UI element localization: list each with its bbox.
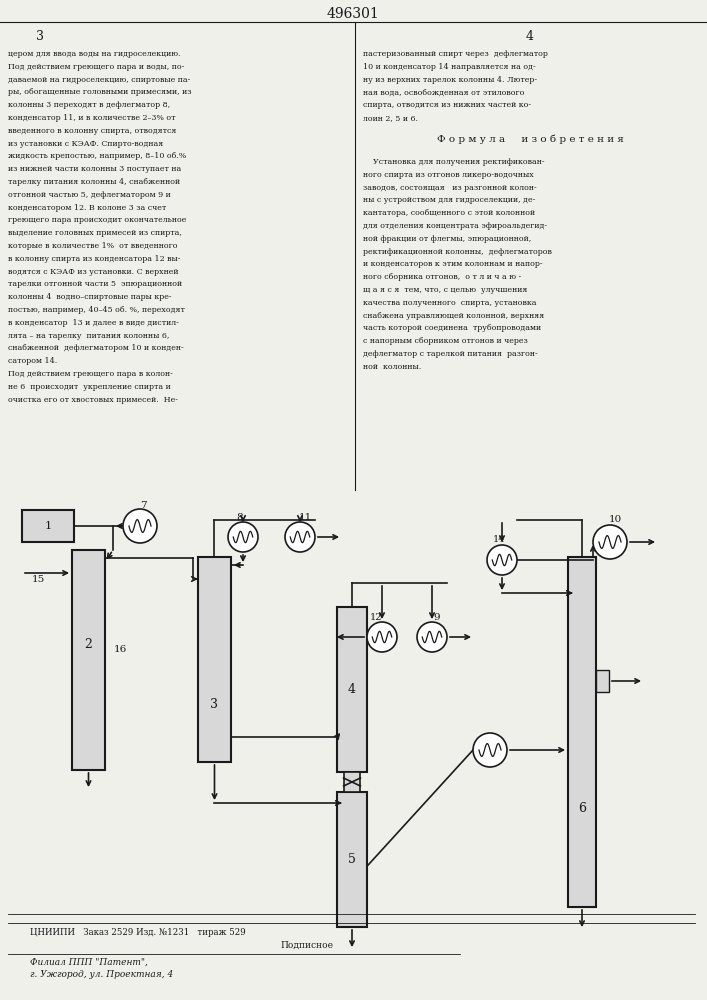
Text: 4: 4 (348, 683, 356, 696)
Text: 12: 12 (370, 613, 382, 622)
Text: 9: 9 (433, 613, 440, 622)
Circle shape (367, 622, 397, 652)
Text: ну из верхних тарелок колонны 4. Лютер-: ну из верхних тарелок колонны 4. Лютер- (363, 76, 537, 84)
Text: 10: 10 (609, 516, 621, 524)
Bar (596, 670, 609, 692)
Text: спирта, отводится из нижних частей ко-: спирта, отводится из нижних частей ко- (363, 101, 531, 109)
Text: даваемой на гидроселекцию, спиртовые па-: даваемой на гидроселекцию, спиртовые па- (8, 76, 190, 84)
Text: 7: 7 (140, 500, 146, 510)
Text: 11: 11 (298, 514, 312, 522)
Text: конденсатор 11, и в количестве 2–3% от: конденсатор 11, и в количестве 2–3% от (8, 114, 175, 122)
Text: кантатора, сообщенного с этой колонной: кантатора, сообщенного с этой колонной (363, 209, 535, 217)
Text: выделение головных примесей из спирта,: выделение головных примесей из спирта, (8, 229, 182, 237)
Text: ны с устройством для гидроселекции, де-: ны с устройством для гидроселекции, де- (363, 196, 535, 204)
Bar (22, 510, 74, 542)
Circle shape (417, 622, 447, 652)
Text: колонны 3 переходят в дефлегматор 8,: колонны 3 переходят в дефлегматор 8, (8, 101, 170, 109)
Text: 3: 3 (493, 754, 499, 762)
Text: колонны 4  водно–спиртовые пары кре-: колонны 4 водно–спиртовые пары кре- (8, 293, 172, 301)
Text: Установка для получения ректификован-: Установка для получения ректификован- (363, 158, 544, 166)
Text: дефлегматор с тарелкой питания  разгон-: дефлегматор с тарелкой питания разгон- (363, 350, 537, 358)
Circle shape (593, 525, 627, 559)
Circle shape (228, 522, 258, 552)
Text: тарелки отгонной части 5  эпюрационной: тарелки отгонной части 5 эпюрационной (8, 280, 182, 288)
Text: лята – на тарелку  питания колонны 6,: лята – на тарелку питания колонны 6, (8, 332, 170, 340)
Bar (72, 550, 105, 770)
Text: из установки с КЭАФ. Спирто-водная: из установки с КЭАФ. Спирто-водная (8, 140, 163, 148)
Text: в конденсатор  13 и далее в виде дистил-: в конденсатор 13 и далее в виде дистил- (8, 319, 179, 327)
Text: 3: 3 (211, 698, 218, 711)
Text: конденсатором 12. В колоне 3 за счет: конденсатором 12. В колоне 3 за счет (8, 204, 166, 212)
Bar (568, 557, 596, 907)
Text: введенного в колонну спирта, отводятся: введенного в колонну спирта, отводятся (8, 127, 176, 135)
Text: щ а я с я  тем, что, с целью  улучшения: щ а я с я тем, что, с целью улучшения (363, 286, 527, 294)
Bar (337, 792, 367, 927)
Text: 16: 16 (114, 646, 127, 654)
Text: качества полученного  спирта, установка: качества полученного спирта, установка (363, 299, 537, 307)
Text: постью, например, 40–45 об. %, переходят: постью, например, 40–45 об. %, переходят (8, 306, 185, 314)
Text: 4: 4 (526, 29, 534, 42)
Text: ЦНИИПИ   Заказ 2529 Изд. №1231   тираж 529: ЦНИИПИ Заказ 2529 Изд. №1231 тираж 529 (30, 928, 246, 937)
Text: 15: 15 (31, 576, 45, 584)
Text: 8: 8 (237, 514, 243, 522)
Bar (337, 607, 367, 772)
Text: ного спирта из отгонов ликеро-водочных: ного спирта из отгонов ликеро-водочных (363, 171, 534, 179)
Text: часть которой соединена  трубопроводами: часть которой соединена трубопроводами (363, 324, 541, 332)
Bar (344, 772, 361, 792)
Text: 5: 5 (348, 853, 356, 866)
Text: для отделения концентрата эфироальдегид-: для отделения концентрата эфироальдегид- (363, 222, 547, 230)
Text: снабженной  дефлегматором 10 и конден-: снабженной дефлегматором 10 и конден- (8, 344, 184, 352)
Text: 6: 6 (578, 802, 586, 816)
Text: ректификационной колонны,  дефлегматоров: ректификационной колонны, дефлегматоров (363, 248, 552, 256)
Text: 496301: 496301 (327, 7, 380, 21)
Text: снабжена управляющей колонной, верхняя: снабжена управляющей колонной, верхняя (363, 312, 544, 320)
Text: лоин 2, 5 и 6.: лоин 2, 5 и 6. (363, 114, 418, 122)
Text: водятся с КЭАФ из установки. С верхней: водятся с КЭАФ из установки. С верхней (8, 268, 178, 276)
Text: с напорным сборником отгонов и через: с напорным сборником отгонов и через (363, 337, 527, 345)
Text: из нижней части колонны 3 поступает на: из нижней части колонны 3 поступает на (8, 165, 181, 173)
Text: Филиал ППП "Патент",: Филиал ППП "Патент", (30, 958, 148, 967)
Text: ного сборника отгонов,  о т л и ч а ю -: ного сборника отгонов, о т л и ч а ю - (363, 273, 521, 281)
Text: г. Ужгород, ул. Проектная, 4: г. Ужгород, ул. Проектная, 4 (30, 970, 173, 979)
Text: ры, обогащенные головными примесями, из: ры, обогащенные головными примесями, из (8, 88, 192, 96)
Text: жидкость крепостью, например, 8–10 об.%: жидкость крепостью, например, 8–10 об.% (8, 152, 186, 160)
Bar (198, 557, 231, 762)
Text: 10 и конденсатор 14 направляется на од-: 10 и конденсатор 14 направляется на од- (363, 63, 536, 71)
Text: ной фракции от флегмы, эпюрационной,: ной фракции от флегмы, эпюрационной, (363, 235, 531, 243)
Text: ной  колонны.: ной колонны. (363, 363, 421, 371)
Text: отгонной частью 5, дефлегматором 9 и: отгонной частью 5, дефлегматором 9 и (8, 191, 171, 199)
Text: цером для ввода воды на гидроселекцию.: цером для ввода воды на гидроселекцию. (8, 50, 180, 58)
Text: Ф о р м у л а     и з о б р е т е н и я: Ф о р м у л а и з о б р е т е н и я (436, 134, 624, 143)
Circle shape (487, 545, 517, 575)
Circle shape (473, 733, 507, 767)
Circle shape (285, 522, 315, 552)
Text: которые в количестве 1%  от введенного: которые в количестве 1% от введенного (8, 242, 177, 250)
Text: очистка его от хвостовых примесей.  Не-: очистка его от хвостовых примесей. Не- (8, 396, 178, 404)
Text: в колонну спирта из конденсатора 12 вы-: в колонну спирта из конденсатора 12 вы- (8, 255, 180, 263)
Text: 3: 3 (36, 29, 44, 42)
Text: заводов, состоящая   из разгонной колон-: заводов, состоящая из разгонной колон- (363, 184, 537, 192)
Text: Подписное: Подписное (280, 941, 333, 950)
Text: 14: 14 (493, 534, 506, 544)
Text: ная вода, освобожденная от этилового: ная вода, освобожденная от этилового (363, 88, 525, 96)
Text: Под действием греющего пара и воды, по-: Под действием греющего пара и воды, по- (8, 63, 185, 71)
Text: греющего пара происходит окончательное: греющего пара происходит окончательное (8, 216, 187, 224)
Circle shape (123, 509, 157, 543)
Text: тарелку питания колонны 4, снабженной: тарелку питания колонны 4, снабженной (8, 178, 180, 186)
Text: 1: 1 (45, 521, 52, 531)
Text: не 6  происходит  укрепление спирта и: не 6 происходит укрепление спирта и (8, 383, 171, 391)
Text: пастеризованный спирт через  дефлегматор: пастеризованный спирт через дефлегматор (363, 50, 548, 58)
Text: и конденсаторов к этим колоннам и напор-: и конденсаторов к этим колоннам и напор- (363, 260, 542, 268)
Text: Под действием греющего пара в колон-: Под действием греющего пара в колон- (8, 370, 173, 378)
Text: сатором 14.: сатором 14. (8, 357, 57, 365)
Text: 2: 2 (85, 639, 93, 652)
